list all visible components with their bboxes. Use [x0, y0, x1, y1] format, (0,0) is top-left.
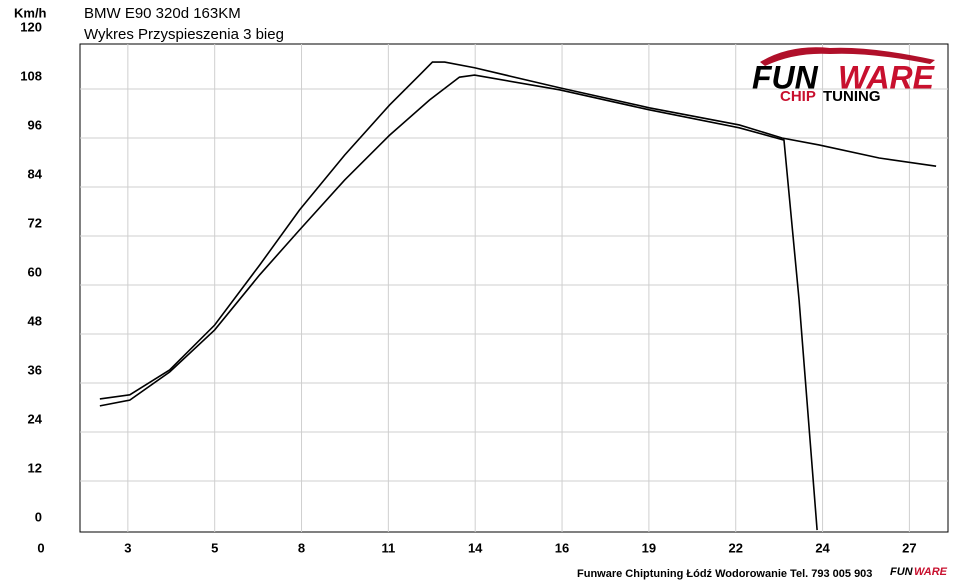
logo-fun: FUN	[752, 59, 819, 95]
footer-logo-ware: WARE	[914, 566, 948, 578]
y-tick-label: 108	[20, 68, 42, 83]
x-tick-label: 11	[381, 540, 395, 555]
x-tick-label: 5	[211, 540, 218, 555]
y-tick-label: 84	[28, 166, 43, 181]
logo-swoosh	[760, 47, 935, 66]
logo-tuning: TUNING	[823, 88, 881, 105]
y-tick-label: 96	[28, 117, 42, 132]
series-line	[99, 74, 818, 531]
y-tick-label: 72	[28, 215, 42, 230]
logo-ware: WARE	[838, 59, 936, 95]
y-tick-label: 60	[28, 264, 42, 279]
x-tick-label: 3	[124, 540, 131, 555]
x-tick-label: 19	[642, 540, 656, 555]
x-tick-label: 27	[902, 540, 916, 555]
x-tick-label: 0	[37, 540, 44, 555]
x-tick-label: 8	[298, 540, 305, 555]
x-tick-label: 16	[555, 540, 569, 555]
y-tick-label: 0	[35, 509, 42, 524]
plot-frame	[79, 43, 949, 533]
series-line	[99, 61, 937, 400]
footer-logo-fun: FUN	[890, 566, 914, 578]
y-tick-label: 48	[28, 313, 42, 328]
x-tick-label: 24	[815, 540, 830, 555]
logo-chip: CHIP	[780, 88, 816, 105]
y-tick-label: 120	[20, 19, 42, 34]
x-tick-label: 22	[728, 540, 742, 555]
chart-title: BMW E90 320d 163KM	[84, 5, 241, 22]
logo: FUN WARE CHIP TUNING	[752, 47, 936, 105]
y-tick-label: 24	[28, 411, 43, 426]
x-tick-label: 14	[468, 540, 483, 555]
y-tick-label: 36	[28, 362, 42, 377]
y-axis-label: Km/h	[14, 5, 47, 20]
footer: Funware Chiptuning Łódź Wodorowanie Tel.…	[577, 568, 872, 580]
y-tick-label: 12	[28, 460, 42, 475]
chart-subtitle: Wykres Przyspieszenia 3 bieg	[84, 26, 284, 43]
